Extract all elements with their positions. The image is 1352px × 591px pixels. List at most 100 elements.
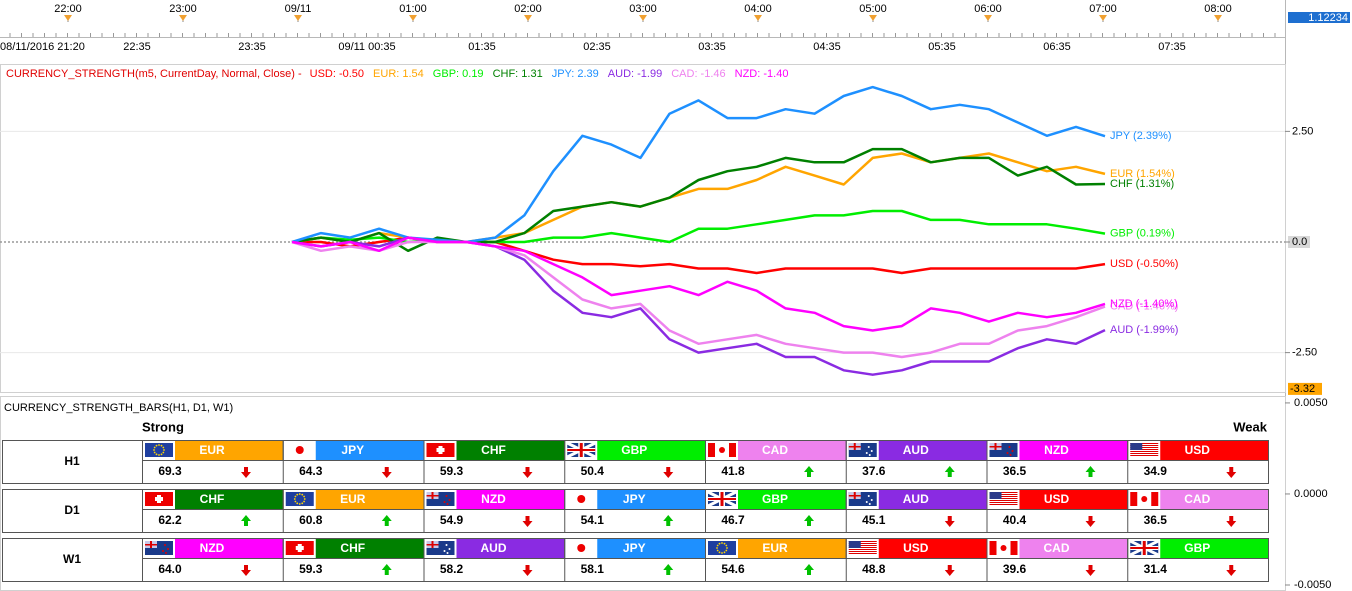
- flag-part: [298, 493, 301, 495]
- indicator-header: CURRENCY_STRENGTH(m5, CurrentDay, Normal…: [6, 68, 788, 80]
- strength-value: 34.9: [1144, 464, 1168, 478]
- trend-arrow-down: [663, 467, 674, 478]
- flag-part: [716, 547, 718, 549]
- flag: [1130, 443, 1159, 456]
- flag-part: [848, 541, 877, 542]
- currency-name: NZD: [200, 541, 225, 555]
- flag-part: [1000, 545, 1007, 551]
- flag-part: [285, 492, 314, 506]
- flag-part: [153, 451, 156, 454]
- flag-part: [1130, 453, 1159, 454]
- time-label: 08:00: [1204, 3, 1232, 15]
- flag-part: [989, 500, 1018, 501]
- flag-part: [445, 544, 448, 546]
- flag-part: [718, 542, 721, 545]
- flag-part: [445, 495, 448, 497]
- legend-entry: NZD: -1.40: [735, 68, 789, 80]
- currency-name: AUD: [481, 541, 507, 555]
- time-label: 22:00: [54, 3, 82, 15]
- flag-part: [716, 544, 719, 547]
- flag-part: [443, 501, 446, 503]
- flag-part: [145, 544, 157, 546]
- currency-name: USD: [1044, 492, 1070, 506]
- flag-part: [1008, 446, 1011, 448]
- strength-value: 64.3: [299, 464, 323, 478]
- flag: [145, 541, 173, 555]
- flag-part: [162, 446, 165, 449]
- flag-part: [164, 544, 166, 546]
- strong-label: Strong: [142, 419, 184, 434]
- flag-part: [567, 449, 596, 451]
- currency-name: JPY: [341, 443, 364, 457]
- strength-value: 40.4: [1003, 513, 1027, 527]
- time-sublabel: 05:35: [928, 41, 956, 53]
- flag-part: [162, 550, 164, 552]
- flag-part: [865, 452, 868, 454]
- flag-part: [848, 541, 861, 548]
- end-label: NZD (-1.40%): [1110, 298, 1178, 310]
- flag-part: [155, 453, 158, 456]
- flag: [707, 490, 737, 508]
- flag: [848, 492, 877, 506]
- flag-part: [426, 495, 439, 497]
- flag: [145, 443, 173, 457]
- price-label: 1.12234: [1308, 12, 1348, 24]
- trend-arrow-down: [241, 565, 251, 576]
- flag-part: [303, 500, 305, 503]
- currency-name: EUR: [762, 541, 788, 555]
- flag-part: [163, 449, 165, 451]
- flag-part: [718, 551, 721, 554]
- flag-part: [145, 443, 173, 457]
- row-label: H1: [64, 454, 80, 468]
- strength-value: 46.7: [721, 513, 745, 527]
- strength-value: 45.1: [862, 513, 886, 527]
- flag-part: [1130, 547, 1159, 549]
- end-label: EUR (1.54%): [1110, 168, 1175, 180]
- strength-value: 54.1: [581, 513, 605, 527]
- end-label: USD (-0.50%): [1110, 258, 1178, 270]
- indicator-title: CURRENCY_STRENGTH(m5, CurrentDay, Normal…: [6, 68, 302, 80]
- trend-arrow-up: [663, 515, 674, 526]
- flag-part: [865, 501, 868, 503]
- trend-arrow-down: [1085, 516, 1096, 527]
- flag-part: [436, 448, 445, 452]
- time-sublabel: 07:35: [1158, 41, 1186, 53]
- flag-part: [848, 545, 877, 546]
- flag-part: [295, 446, 304, 454]
- flag-part: [153, 449, 155, 451]
- end-label: CAD (-1.46%): [1110, 301, 1178, 313]
- strength-value: 48.8: [862, 562, 886, 576]
- flag-part: [160, 453, 163, 456]
- flag-part: [1130, 451, 1159, 452]
- flag: [426, 443, 455, 457]
- currency-name: GBP: [1184, 541, 1210, 555]
- time-sublabel: 08/11/2016 21:20: [0, 41, 85, 53]
- flag-part: [298, 503, 301, 505]
- trend-arrow-down: [522, 516, 533, 527]
- y-tick-label: -2.50: [1292, 347, 1317, 359]
- time-label: 06:00: [974, 3, 1002, 15]
- currency-name: AUD: [903, 443, 929, 457]
- flag-part: [721, 542, 723, 544]
- currency-name: JPY: [623, 492, 646, 506]
- flag-part: [989, 492, 1018, 493]
- trend-arrow-up: [804, 515, 814, 526]
- series-line: [291, 85, 1106, 244]
- flag-part: [1010, 541, 1018, 555]
- time-marker: [984, 15, 992, 21]
- time-label: 02:00: [514, 3, 542, 15]
- weak-label: Weak: [1233, 419, 1267, 434]
- main-panel-border: [0, 64, 1286, 393]
- strength-value: 58.1: [581, 562, 605, 576]
- flag-part: [301, 493, 304, 496]
- currency-name: USD: [1185, 443, 1211, 457]
- flag-part: [158, 454, 160, 456]
- strength-value: 69.3: [158, 464, 182, 478]
- flag-part: [1151, 492, 1159, 506]
- flag-part: [989, 496, 1018, 497]
- time-sublabel: 06:35: [1043, 41, 1071, 53]
- trend-arrow-down: [522, 565, 533, 576]
- flag-part: [989, 494, 1018, 495]
- flag-part: [426, 544, 439, 546]
